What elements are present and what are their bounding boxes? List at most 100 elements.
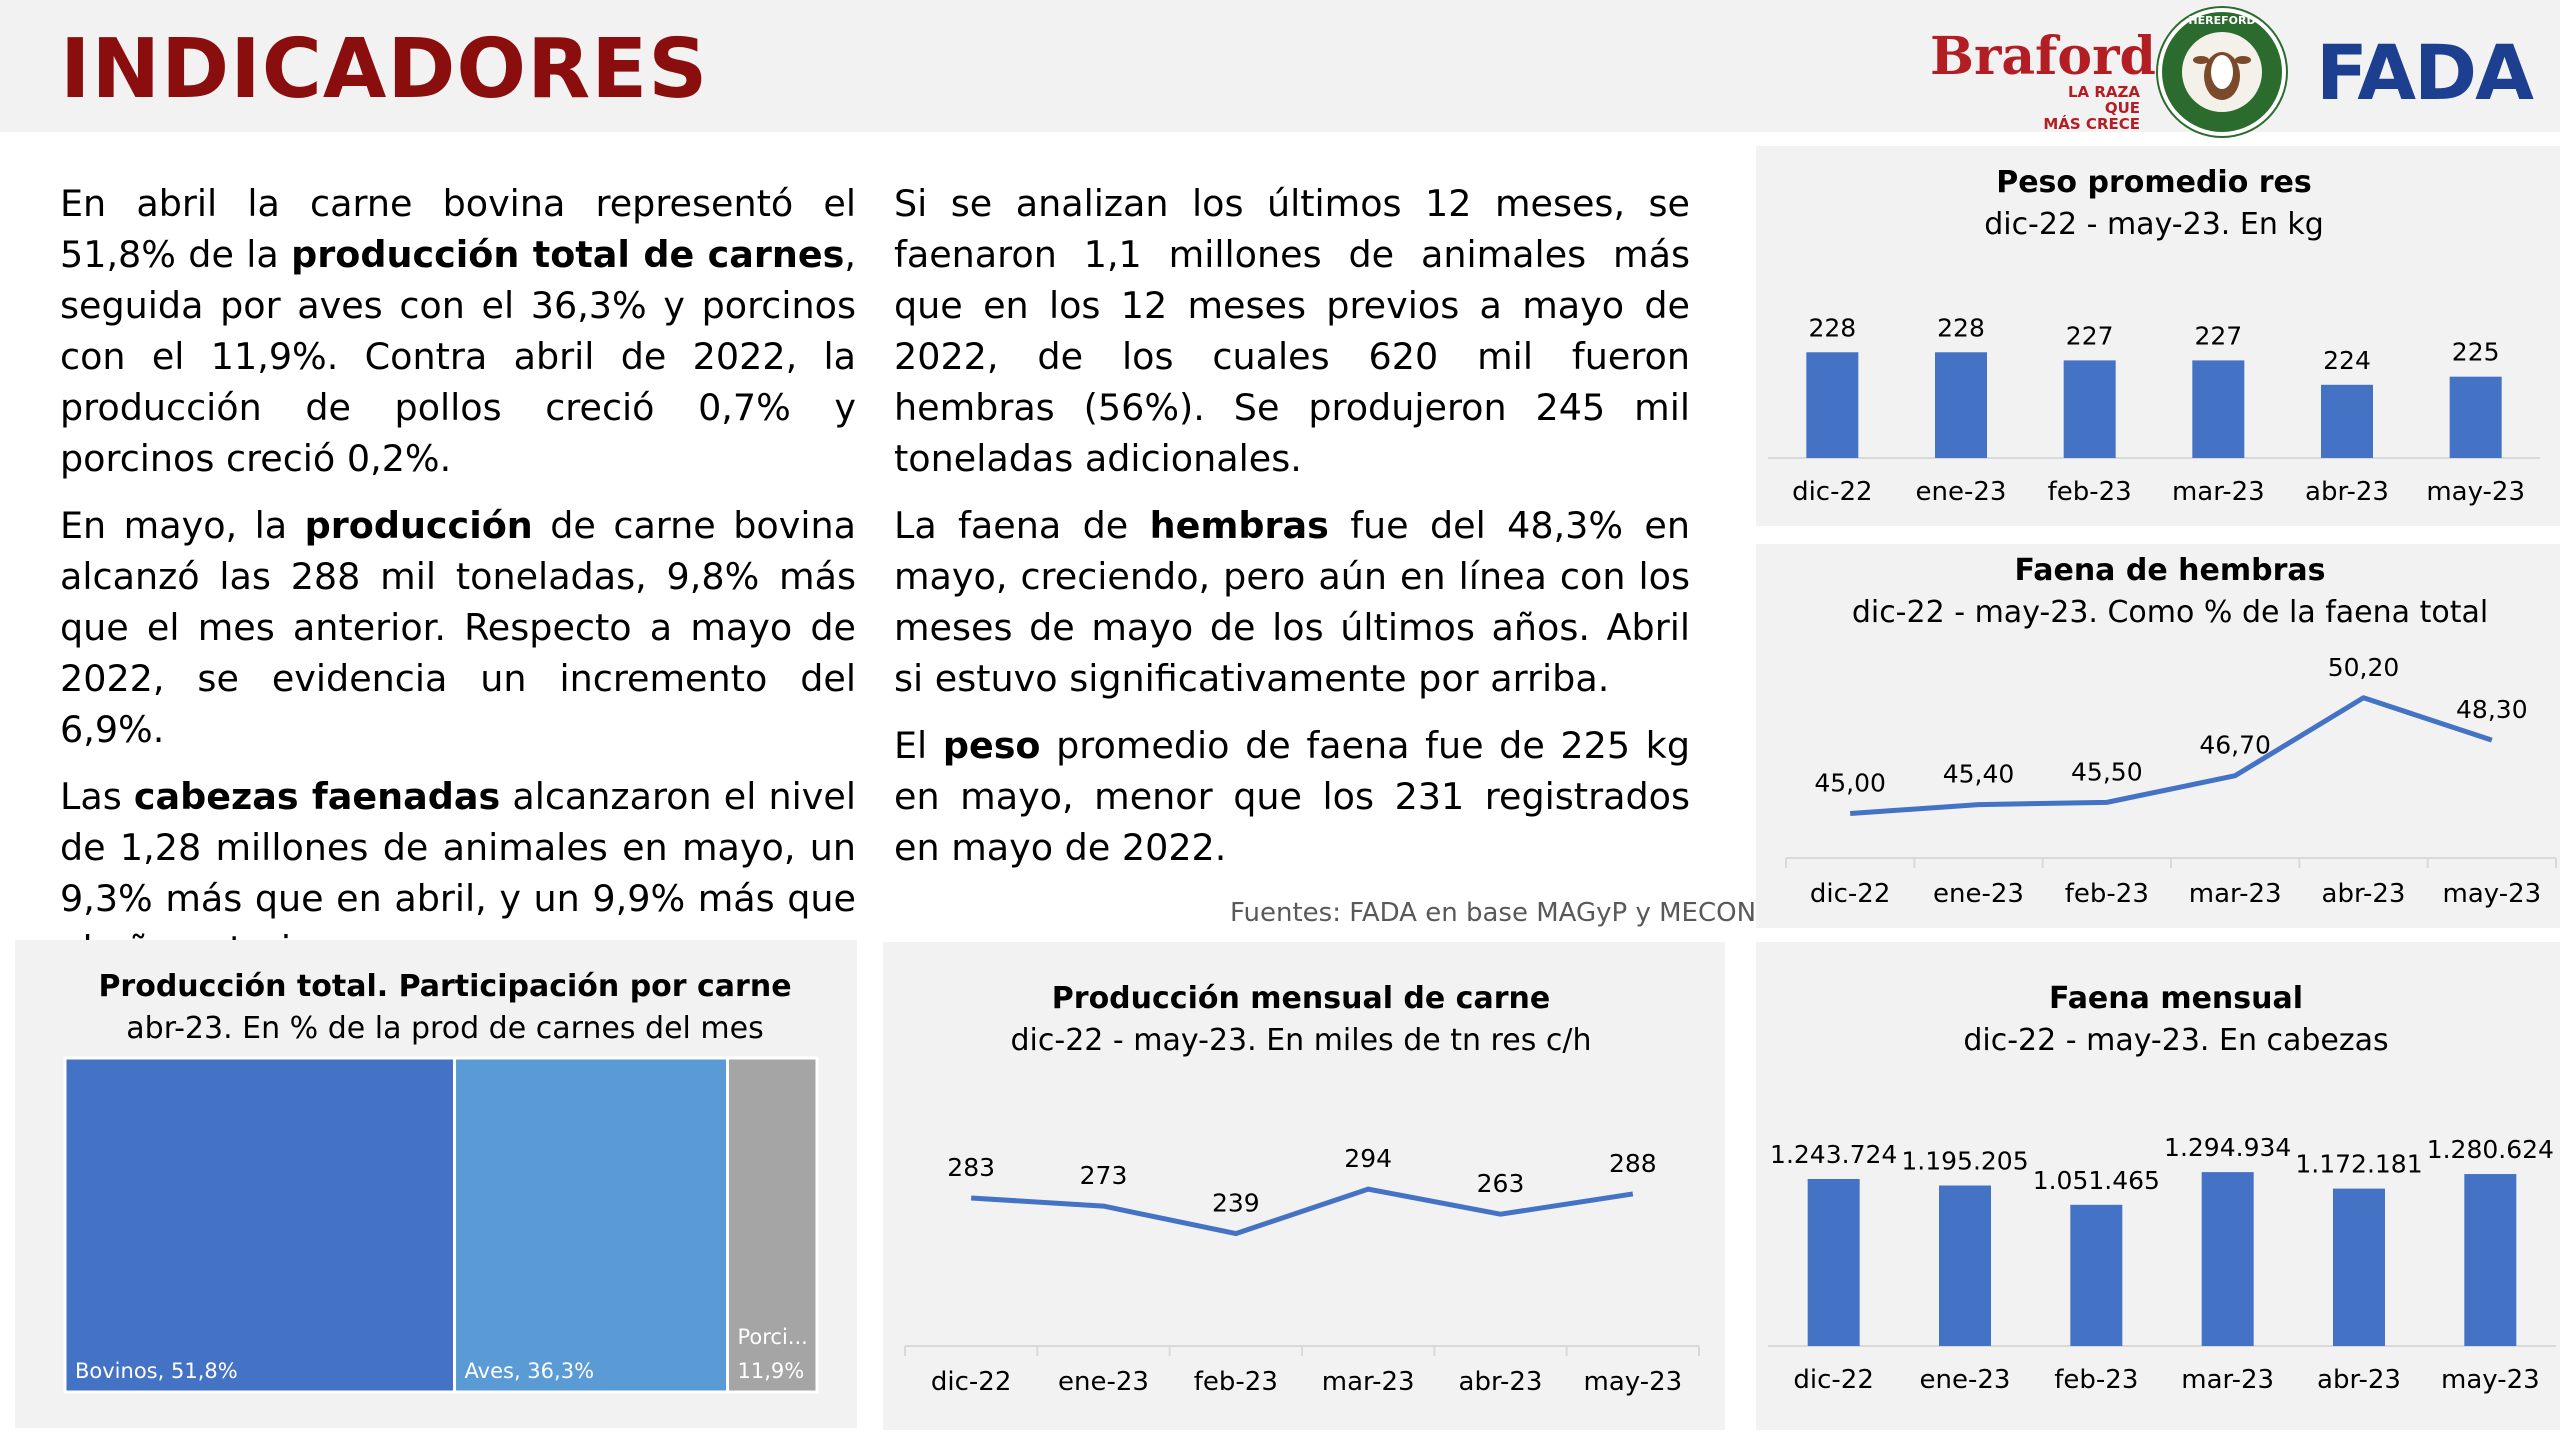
- data-label: 225: [2452, 338, 2500, 367]
- data-label: 273: [1080, 1161, 1128, 1190]
- bar: [2449, 376, 2502, 458]
- text-run: de carne bovina alcanzó las 288 mil tone…: [60, 504, 856, 751]
- paragraph: En abril la carne bovina representó el 5…: [60, 178, 856, 484]
- text-column-right: Si se analizan los últimos 12 meses, se …: [894, 178, 1690, 889]
- x-tick-label: mar-23: [2172, 477, 2265, 507]
- braford-logo: Braford LA RAZA QUE MÁS CRECE: [1930, 22, 2156, 132]
- data-label: 45,00: [1814, 769, 1886, 798]
- paragraph: El peso promedio de faena fue de 225 kg …: [894, 720, 1690, 873]
- data-label: 239: [1212, 1189, 1260, 1218]
- bar: [1806, 352, 1859, 458]
- peso-chart-svg: Peso promedio res dic-22 - may-23. En kg 2…: [1768, 165, 2540, 507]
- x-tick-label: abr-23: [1459, 1367, 1543, 1397]
- paragraph: Si se analizan los últimos 12 meses, se …: [894, 178, 1690, 484]
- text-column-left: En abril la carne bovina representó el 5…: [60, 178, 856, 991]
- bar: [2464, 1174, 2517, 1346]
- paragraph: En mayo, la producción de carne bovina a…: [60, 500, 856, 755]
- data-label: 1.172.181: [2295, 1150, 2422, 1179]
- data-label: 48,30: [2456, 695, 2528, 724]
- chart-subtitle: abr-23. En % de la prod de carnes del me…: [126, 1011, 763, 1046]
- bar: [2070, 1204, 2123, 1346]
- bold-text: peso: [942, 724, 1041, 767]
- faena-chart-svg: Faena mensual dic-22 - may-23. En cabezas…: [1768, 981, 2556, 1395]
- x-tick-label: may-23: [2426, 477, 2525, 507]
- tile-label: Aves, 36,3%: [465, 1359, 595, 1383]
- chart-faena-hembras: Faena de hembras dic-22 - may-23. Como % …: [1756, 544, 2560, 928]
- bar: [1807, 1178, 1860, 1346]
- text-run: Las: [60, 775, 134, 818]
- chart-subtitle: dic-22 - may-23. En cabezas: [1963, 1023, 2388, 1058]
- text-run: En abril la carne bovina representó el 5…: [60, 182, 856, 276]
- treemap-tile: [726, 1056, 819, 1394]
- series-line: [1849, 695, 2493, 816]
- data-label: 228: [1937, 313, 1985, 342]
- chart-produccion-mensual: Producción mensual de carne dic-22 - may-…: [883, 942, 1725, 1430]
- bar: [1935, 352, 1987, 458]
- text-run: La faena de: [894, 504, 1150, 547]
- hereford-seal-logo: HEREFORD: [2158, 8, 2286, 136]
- data-label: 283: [947, 1153, 995, 1182]
- x-tick-label: feb-23: [2054, 1365, 2138, 1395]
- x-tick-label: dic-22: [1793, 1365, 1874, 1395]
- data-label: 45,40: [1943, 760, 2015, 789]
- chart-title: Peso promedio res: [1996, 165, 2312, 200]
- data-label: 1.280.624: [2427, 1135, 2554, 1164]
- data-label: 1.195.205: [1901, 1147, 2028, 1176]
- x-tick-label: dic-22: [1810, 879, 1891, 909]
- x-tick-label: may-23: [1584, 1367, 1683, 1397]
- chart-faena-mensual: Faena mensual dic-22 - may-23. En cabezas…: [1756, 942, 2560, 1430]
- series-line: [971, 1186, 1634, 1237]
- data-label: 46,70: [2199, 731, 2271, 760]
- data-label: 1.243.724: [1770, 1140, 1897, 1169]
- chart-subtitle: dic-22 - may-23. Como % de la faena tota…: [1852, 595, 2488, 630]
- x-tick-label: ene-23: [1920, 1365, 2011, 1395]
- text-run: , seguida por aves con el 36,3% y porcin…: [60, 233, 856, 480]
- x-tick-label: mar-23: [2181, 1365, 2274, 1395]
- tile-label: 11,9%: [738, 1359, 805, 1383]
- x-tick-label: abr-23: [2322, 879, 2406, 909]
- x-tick-label: may-23: [2443, 879, 2542, 909]
- chart-title: Producción mensual de carne: [1052, 981, 1550, 1016]
- text-run: En mayo, la: [60, 504, 305, 547]
- data-label: 45,50: [2071, 757, 2143, 786]
- chart-peso-promedio: Peso promedio res dic-22 - may-23. En kg 2…: [1756, 146, 2560, 526]
- x-tick-label: dic-22: [1792, 477, 1873, 507]
- produccion-chart-svg: Producción mensual de carne dic-22 - may-…: [904, 981, 1700, 1397]
- bold-text: producción total de carnes: [291, 233, 845, 276]
- data-label: 263: [1477, 1169, 1525, 1198]
- page-title: INDICADORES: [60, 22, 709, 117]
- treemap-tile: [63, 1056, 457, 1394]
- braford-tagline-line1: LA RAZA QUE: [2067, 83, 2140, 117]
- bold-text: producción: [304, 504, 533, 547]
- chart-subtitle: dic-22 - may-23. En kg: [1984, 207, 2324, 242]
- cow-head-icon: [2182, 32, 2262, 112]
- text-run: fue del 48,3% en mayo, creciendo, pero a…: [894, 504, 1691, 700]
- x-tick-label: ene-23: [1933, 879, 2024, 909]
- chart-title: Faena mensual: [2049, 981, 2303, 1016]
- text-run: Si se analizan los últimos 12 meses, se …: [894, 182, 1690, 480]
- bar: [2192, 360, 2245, 458]
- chart-title: Faena de hembras: [2015, 553, 2326, 588]
- text-run: El: [894, 724, 943, 767]
- bar: [2063, 360, 2116, 458]
- treemap-tile: [453, 1056, 730, 1394]
- chart-subtitle: dic-22 - may-23. En miles de tn res c/h: [1011, 1023, 1592, 1058]
- data-label: 227: [2066, 321, 2114, 350]
- braford-logo-tagline: LA RAZA QUE MÁS CRECE: [2038, 84, 2140, 132]
- participacion-chart-svg: Producción total. Participación por carn…: [63, 969, 819, 1394]
- x-tick-label: abr-23: [2317, 1365, 2401, 1395]
- data-label: 288: [1609, 1149, 1657, 1178]
- chart-title: Producción total. Participación por carn…: [98, 969, 791, 1004]
- x-tick-label: abr-23: [2305, 477, 2389, 507]
- x-tick-label: feb-23: [1194, 1367, 1278, 1397]
- data-label: 227: [2194, 321, 2242, 350]
- x-tick-label: may-23: [2441, 1365, 2540, 1395]
- x-tick-label: ene-23: [1058, 1367, 1149, 1397]
- data-label: 50,20: [2328, 653, 2400, 682]
- hembras-chart-svg: Faena de hembras dic-22 - may-23. Como % …: [1785, 553, 2557, 909]
- data-label: 1.294.934: [2164, 1133, 2291, 1162]
- tile-label: Bovinos, 51,8%: [75, 1359, 238, 1383]
- data-label: 294: [1344, 1144, 1392, 1173]
- braford-tagline-line2: MÁS CRECE: [2043, 115, 2140, 133]
- bar: [2201, 1172, 2254, 1346]
